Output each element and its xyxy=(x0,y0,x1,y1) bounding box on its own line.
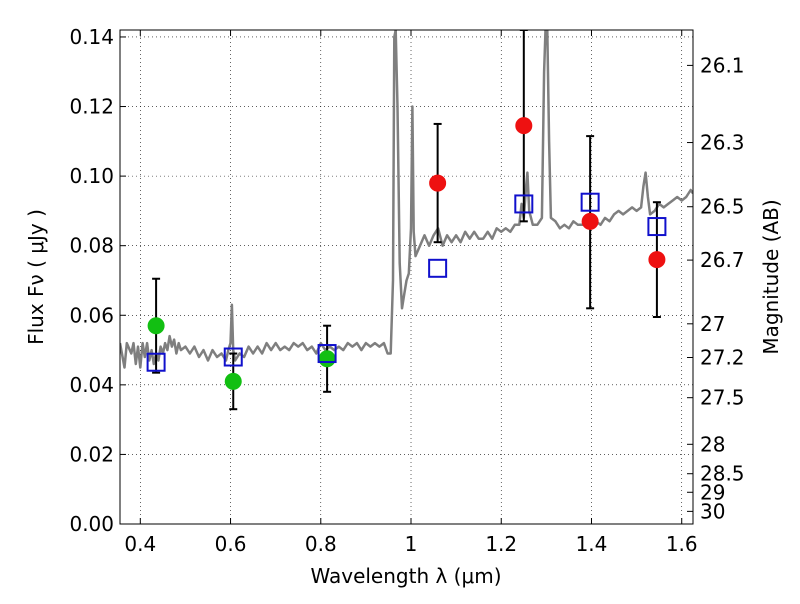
model-band-square xyxy=(317,344,337,364)
y-tick-label: 0.12 xyxy=(69,95,114,119)
green-photometry-point xyxy=(318,350,336,368)
y-tick-label: 0.14 xyxy=(69,25,114,49)
red-photometry-point xyxy=(515,117,533,135)
model-band-square xyxy=(514,194,534,214)
x-tick-label: 0.6 xyxy=(215,532,247,556)
x-tick-label: 1 xyxy=(405,532,418,556)
y2-tick-label: 27.5 xyxy=(700,386,745,410)
y2-tick-label: 26.1 xyxy=(700,53,745,77)
y-tick-label: 0.04 xyxy=(69,373,114,397)
y-tick-label: 0.06 xyxy=(69,303,114,327)
data-markers xyxy=(146,117,667,390)
y2-tick-label: 27.2 xyxy=(700,345,745,369)
model-band-square xyxy=(428,258,448,278)
model-band-square xyxy=(223,347,243,367)
y2-tick-label: 30 xyxy=(700,499,725,523)
model-band-square xyxy=(146,352,166,372)
model-spectrum-line xyxy=(120,30,693,369)
x-tick-label: 1.6 xyxy=(666,532,698,556)
green-photometry-point xyxy=(224,372,242,390)
y2-tick-label: 28 xyxy=(700,432,725,456)
green-photometry-point xyxy=(147,317,165,335)
red-photometry-point xyxy=(581,212,599,230)
model-band-square xyxy=(647,217,667,237)
y-tick-label: 0.10 xyxy=(69,164,114,188)
y2-tick-label: 26.5 xyxy=(700,195,745,219)
y-tick-label: 0.00 xyxy=(69,512,114,536)
x-tick-label: 1.2 xyxy=(485,532,517,556)
y2-tick-label: 26.3 xyxy=(700,131,745,155)
y2-tick-label: 27 xyxy=(700,312,725,336)
model-band-square xyxy=(580,192,600,212)
model-spectrum xyxy=(120,30,693,369)
y2-tick-label: 26.7 xyxy=(700,248,745,272)
red-photometry-point xyxy=(429,174,447,192)
x-axis-label: Wavelength λ (μm) xyxy=(310,564,501,588)
plot-frame xyxy=(119,29,694,525)
x-tick-label: 1.4 xyxy=(576,532,608,556)
x-tick-label: 0.8 xyxy=(305,532,337,556)
axis-ticks: 0.4 0.6 0.8 1 1.2 1.4 1.6 0.00 0.02 0.04 0.06 0.08 0… xyxy=(69,25,744,556)
y2-tick-label: 29 xyxy=(700,480,725,504)
y2-axis-label: Magnitude (AB) xyxy=(759,199,783,354)
red-photometry-point xyxy=(648,251,666,269)
y2-tick-label: 28.5 xyxy=(700,462,745,486)
y-tick-label: 0.02 xyxy=(69,442,114,466)
y-tick-label: 0.08 xyxy=(69,234,114,258)
x-tick-label: 0.4 xyxy=(124,532,156,556)
y-axis-label: Flux Fν ( μJy ) xyxy=(24,209,48,345)
